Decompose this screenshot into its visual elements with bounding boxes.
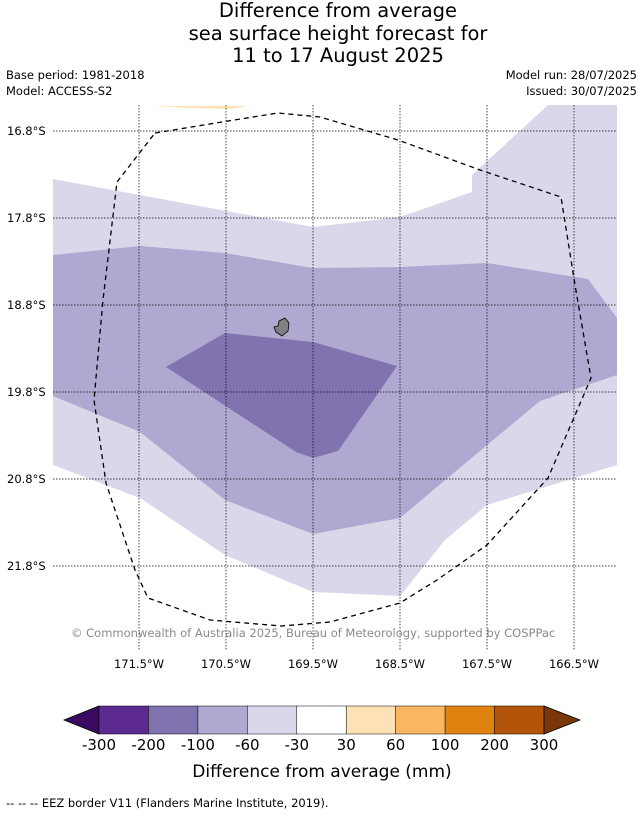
lat-label-18-8: 18.8°S <box>7 298 46 312</box>
lon-label-171-5: 171.5°W <box>113 657 165 671</box>
eez-border <box>93 112 592 627</box>
lat-label-21-8: 21.8°S <box>7 559 46 573</box>
colorbar-tick-label: -30 <box>284 736 310 754</box>
colorbar-tick-label: -60 <box>235 736 260 754</box>
niue-island <box>273 317 290 337</box>
grid-lines <box>53 105 617 650</box>
colorbar-tick-label: 30 <box>336 736 356 754</box>
model-name: Model: ACCESS-S2 <box>6 84 113 98</box>
colorbar-tick-label: 60 <box>386 736 406 754</box>
colorbar-label: Difference from average (mm) <box>192 762 452 782</box>
lon-label-168-5: 168.5°W <box>374 657 426 671</box>
model-run: Model run: 28/07/2025 <box>505 68 637 82</box>
colorbar-segment <box>395 705 446 735</box>
colorbar-tick-label: 200 <box>480 736 509 754</box>
lon-label-167-5: 167.5°W <box>461 657 513 671</box>
copyright-notice: © Commonwealth of Australia 2025, Bureau… <box>71 626 556 640</box>
lon-label-166-5: 166.5°W <box>548 657 600 671</box>
colorbar-segment <box>296 705 347 735</box>
colorbar-segment <box>444 705 495 735</box>
title-line-2: sea surface height forecast for <box>188 21 488 45</box>
title-line-1: Difference from average <box>218 0 458 22</box>
colorbar-tick-label: -300 <box>81 736 117 754</box>
base-period: Base period: 1981-2018 <box>6 68 145 82</box>
contour-plus-30-to-plus-60 <box>152 106 248 109</box>
lat-label-16-8: 16.8°S <box>7 124 46 138</box>
lon-label-170-5: 170.5°W <box>200 657 252 671</box>
title-line-3: 11 to 17 August 2025 <box>232 44 444 67</box>
colorbar-tick-label: 100 <box>430 736 460 754</box>
colorbar-tick-label: 300 <box>529 736 559 754</box>
colorbar-extend-low <box>62 705 100 735</box>
contour-minus-200-to-minus-100 <box>166 333 397 458</box>
colorbar-segment <box>197 705 248 735</box>
colorbar-segment <box>247 705 298 735</box>
contour-minus-30-to-plus-30-south <box>53 465 617 650</box>
eez-legend-note: -- -- -- EEZ border V11 (Flanders Marine… <box>6 796 329 810</box>
lat-label-19-8: 19.8°S <box>7 385 46 399</box>
colorbar-extend-high <box>543 705 582 735</box>
chart-title: Difference from average sea surface heig… <box>0 0 644 68</box>
colorbar-segment <box>98 705 149 735</box>
colorbar-tick-label: -200 <box>131 736 166 754</box>
meta-left: Base period: 1981-2018 Model: ACCESS-S2 <box>6 67 145 99</box>
colorbar-segment <box>345 705 396 735</box>
lon-label-169-5: 169.5°W <box>287 657 339 671</box>
lat-label-20-8: 20.8°S <box>7 472 46 486</box>
meta-right: Model run: 28/07/2025 Issued: 30/07/2025 <box>506 67 637 99</box>
colorbar-segment <box>148 705 199 735</box>
issued-date: Issued: 30/07/2025 <box>526 84 637 98</box>
colorbar-tick-label: -100 <box>180 736 215 754</box>
lat-label-17-8: 17.8°S <box>7 211 46 225</box>
colorbar-segment <box>494 705 545 735</box>
